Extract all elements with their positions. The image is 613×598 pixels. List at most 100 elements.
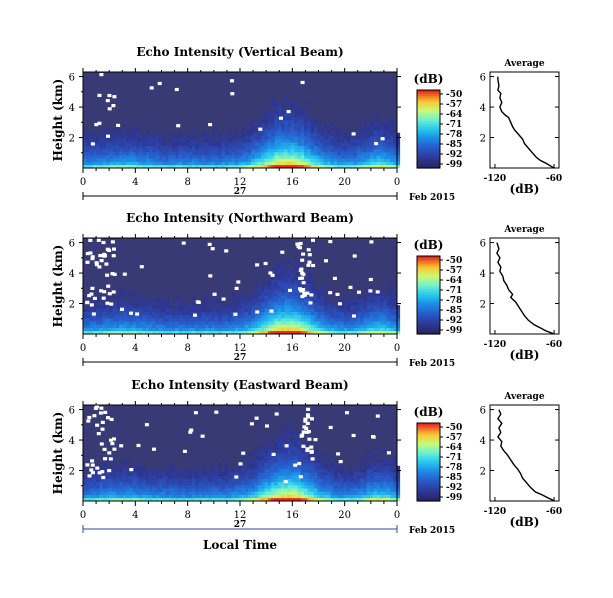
heatmap-cell: [158, 318, 163, 322]
heatmap-cell: [300, 478, 305, 483]
heatmap-cell: [277, 270, 282, 274]
heatmap-cell: [106, 491, 110, 495]
heatmap-cell: [172, 161, 176, 166]
heatmap-cell: [376, 302, 381, 306]
heatmap-cell: [106, 148, 110, 153]
heatmap-cell: [119, 152, 123, 156]
heatmap-cell: [287, 449, 292, 454]
heatmap-cell: [277, 311, 282, 316]
heatmap-cell: [337, 148, 341, 153]
heatmap-cell: [287, 113, 292, 118]
heatmap-cell: [297, 446, 302, 451]
heatmap-cell: [317, 324, 321, 328]
heatmap-cell: [389, 488, 394, 492]
heatmap-cell: [251, 465, 255, 470]
heatmap-cell: [373, 446, 377, 451]
heatmap-cell: [261, 298, 265, 303]
heatmap-cell: [135, 314, 140, 319]
heatmap-cell: [284, 469, 288, 473]
heatmap-cell: [208, 148, 212, 153]
missing-data-cell: [101, 240, 106, 245]
heatmap-cell: [215, 481, 219, 486]
heatmap-cell: [314, 456, 318, 460]
heatmap-cell: [383, 314, 387, 319]
heatmap-cell: [380, 123, 384, 127]
heatmap-cell: [211, 314, 216, 319]
colorbar-swatch: [417, 448, 440, 451]
heatmap-cell: [195, 148, 199, 153]
heatmap-cell: [152, 488, 156, 492]
heatmap-cell: [376, 330, 381, 335]
heatmap-cell: [297, 485, 302, 489]
heatmap-cell: [294, 465, 298, 470]
heatmap-cell: [132, 314, 137, 319]
heatmap-cell: [116, 308, 120, 312]
heatmap-cell: [396, 321, 401, 325]
missing-data-cell: [302, 291, 307, 295]
heatmap-cell: [102, 308, 107, 312]
missing-data-cell: [107, 292, 112, 296]
heatmap-cell: [112, 142, 117, 146]
heatmap-cell: [386, 475, 391, 479]
heatmap-cell: [290, 152, 295, 156]
heatmap-cell: [264, 104, 269, 108]
heatmap-cell: [228, 330, 232, 335]
heatmap-cell: [343, 497, 348, 502]
heatmap-cell: [92, 491, 97, 495]
heatmap-cell: [205, 164, 209, 169]
heatmap-cell: [116, 478, 120, 483]
missing-data-cell: [309, 293, 314, 297]
heatmap-cell: [277, 449, 282, 454]
heatmap-cell: [149, 155, 153, 159]
heatmap-cell: [287, 469, 292, 473]
heatmap-cell: [347, 321, 351, 325]
heatmap-cell: [320, 469, 325, 473]
heatmap-cell: [373, 123, 377, 127]
heatmap-cell: [244, 302, 249, 306]
heatmap-cell: [304, 314, 308, 319]
heatmap-cell: [112, 318, 117, 322]
heatmap-cell: [347, 469, 351, 473]
heatmap-cell: [340, 327, 344, 332]
colorbar-swatch: [417, 287, 440, 290]
colorbar-tick-label: -57: [446, 100, 462, 110]
heatmap-cell: [380, 485, 384, 489]
heatmap-cell: [300, 327, 305, 332]
colorbar-swatch: [417, 460, 440, 463]
x-tick-label: 20: [338, 177, 351, 188]
heatmap-cell: [310, 472, 315, 476]
heatmap-cell: [271, 327, 275, 332]
heatmap-cell: [300, 485, 305, 489]
heatmap-cell: [135, 330, 140, 335]
heatmap-cell: [198, 324, 203, 328]
heatmap-cell: [96, 298, 100, 303]
heatmap-cell: [264, 126, 269, 130]
heatmap-cell: [261, 139, 265, 143]
heatmap-cell: [185, 330, 189, 335]
heatmap-cell: [248, 491, 252, 495]
heatmap-cell: [251, 321, 255, 325]
heatmap-cell: [300, 469, 305, 473]
heatmap-cell: [373, 145, 377, 150]
heatmap-cell: [188, 488, 193, 492]
heatmap-cell: [132, 488, 137, 492]
heatmap-cell: [254, 469, 259, 473]
colorbar-tick-label: -85: [446, 473, 462, 483]
heatmap-cell: [208, 481, 212, 486]
heatmap-cell: [383, 485, 387, 489]
y-axis-label: Height (km): [51, 79, 65, 162]
heatmap-cell: [231, 164, 236, 169]
heatmap-cell: [380, 164, 384, 169]
heatmap-cell: [129, 485, 133, 489]
heatmap-cell: [284, 462, 288, 467]
heatmap-cell: [373, 139, 377, 143]
heatmap-cell: [201, 136, 206, 140]
heatmap-cell: [363, 305, 368, 309]
missing-data-cell: [116, 123, 121, 127]
heatmap-cell: [287, 292, 292, 296]
heatmap-cell: [290, 478, 295, 483]
heatmap-cell: [109, 158, 113, 162]
heatmap-cell: [274, 321, 278, 325]
heatmap-cell: [290, 148, 295, 153]
heatmap-cell: [135, 126, 140, 130]
